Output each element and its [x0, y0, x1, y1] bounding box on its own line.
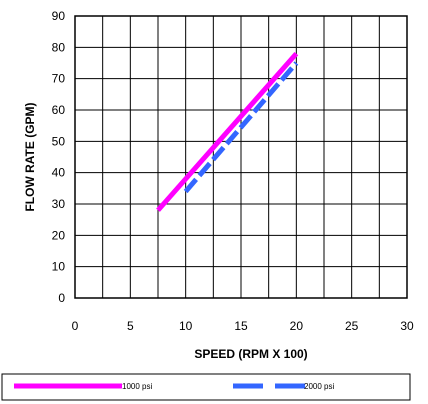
y-tick-label: 10: [52, 260, 66, 274]
legend-box: [1, 373, 411, 401]
series-line-1000-psi: [156, 51, 299, 212]
x-tick-label: 15: [234, 319, 248, 333]
legend: 1000 psi 2000 psi: [1, 373, 411, 401]
y-tick-label: 60: [52, 103, 66, 117]
legend-label-1000-psi: 1000 psi: [122, 382, 152, 391]
plot-area-frame: [74, 15, 408, 299]
x-tick-label: 20: [290, 319, 304, 333]
x-tick-label: 10: [179, 319, 193, 333]
y-tick-label: 50: [52, 134, 66, 148]
y-tick-label: 80: [52, 40, 66, 54]
x-tick-label: 30: [400, 319, 414, 333]
y-tick-label: 90: [52, 9, 66, 23]
y-tick-label: 30: [52, 197, 66, 211]
x-tick-label: 5: [127, 319, 134, 333]
series-line-2000-psi: [183, 61, 299, 194]
x-axis-title: SPEED (RPM X 100): [194, 347, 307, 361]
y-axis-title: FLOW RATE (GPM): [23, 102, 37, 211]
grid: [74, 15, 408, 299]
legend-label-2000-psi: 2000 psi: [304, 382, 334, 391]
x-tick-label: 0: [72, 319, 79, 333]
y-tick-label: 0: [58, 291, 65, 305]
y-tick-label: 40: [52, 166, 66, 180]
y-tick-label: 20: [52, 228, 66, 242]
series-layer: [156, 51, 299, 212]
tick-labels: 0 5 10 15 20 25 30 0 10 20 30 40 50 60 70 80 90: [52, 9, 414, 333]
x-tick-label: 25: [345, 319, 359, 333]
y-tick-label: 70: [52, 72, 66, 86]
